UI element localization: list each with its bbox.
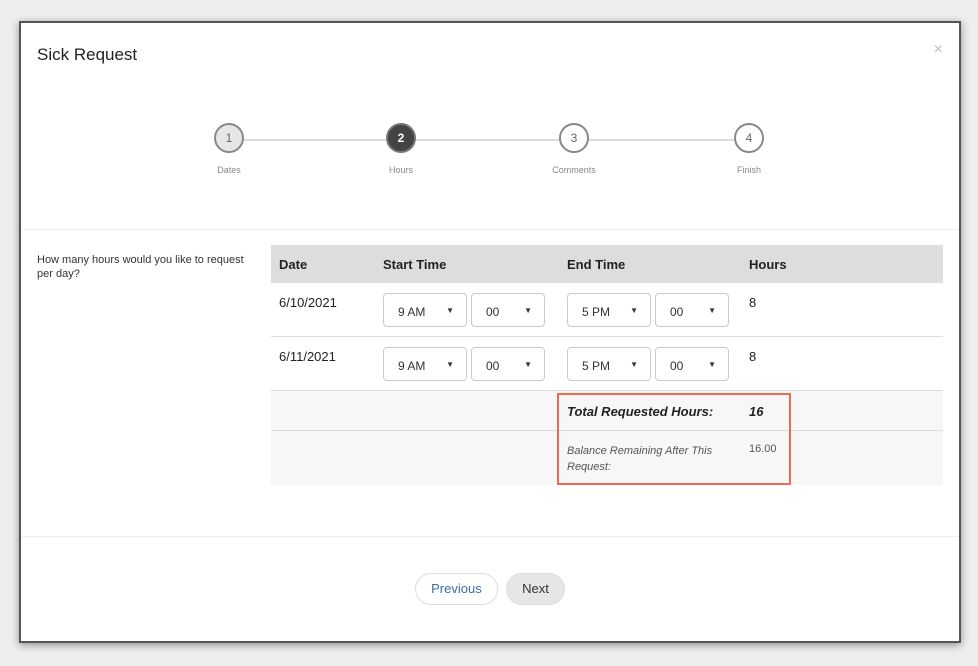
step-number: 3 xyxy=(559,123,589,153)
hours-table: Date Start Time End Time Hours 6/10/2021… xyxy=(271,245,943,485)
caret-down-icon: ▼ xyxy=(708,306,716,315)
header-start-time: Start Time xyxy=(383,257,447,272)
header-date: Date xyxy=(279,257,308,272)
highlight-box xyxy=(557,393,791,485)
end-minute-select[interactable]: 00 ▼ xyxy=(655,347,729,381)
select-value: 00 xyxy=(670,359,684,373)
total-row: Total Requested Hours: 16 xyxy=(271,391,943,431)
total-label: Total Requested Hours: xyxy=(567,404,714,419)
step-label: Hours xyxy=(388,165,413,175)
caret-down-icon: ▼ xyxy=(630,360,638,369)
step-number: 1 xyxy=(214,123,244,153)
stepper: 1 Dates 2 Hours 3 Comments 4 Finish xyxy=(21,123,959,193)
select-value: 00 xyxy=(670,305,684,319)
step-number: 2 xyxy=(386,123,416,153)
step-label: Dates xyxy=(217,165,241,175)
start-minute-select[interactable]: 00 ▼ xyxy=(471,347,545,381)
hours-cell: 8 xyxy=(749,295,757,310)
date-cell: 6/10/2021 xyxy=(279,295,337,310)
select-value: 5 PM xyxy=(582,359,611,373)
step-label: Finish xyxy=(736,165,761,175)
caret-down-icon: ▼ xyxy=(446,306,454,315)
end-hour-select[interactable]: 5 PM ▼ xyxy=(567,293,651,327)
header-end-time: End Time xyxy=(567,257,626,272)
step-dates: 1 Dates xyxy=(189,123,269,175)
caret-down-icon: ▼ xyxy=(524,306,532,315)
table-header: Date Start Time End Time Hours xyxy=(271,245,943,283)
select-value: 00 xyxy=(486,305,500,319)
end-hour-select[interactable]: 5 PM ▼ xyxy=(567,347,651,381)
step-label: Comments xyxy=(552,165,596,175)
select-value: 9 AM xyxy=(398,359,426,373)
select-value: 00 xyxy=(486,359,500,373)
table-row: 6/10/2021 9 AM ▼ 00 ▼ 5 PM ▼ 00 ▼ 8 xyxy=(271,283,943,337)
close-icon[interactable]: × xyxy=(933,41,943,58)
footer-buttons: Previous Next xyxy=(21,573,959,605)
question-text: How many hours would you like to request… xyxy=(37,254,244,280)
table-row: 6/11/2021 9 AM ▼ 00 ▼ 5 PM ▼ 00 ▼ 8 xyxy=(271,337,943,391)
previous-button[interactable]: Previous xyxy=(415,573,498,605)
stepper-line xyxy=(229,139,759,141)
divider xyxy=(21,229,959,230)
modal-title: Sick Request xyxy=(37,45,138,64)
caret-down-icon: ▼ xyxy=(524,360,532,369)
next-button[interactable]: Next xyxy=(506,573,565,605)
start-hour-select[interactable]: 9 AM ▼ xyxy=(383,293,467,327)
caret-down-icon: ▼ xyxy=(630,306,638,315)
caret-down-icon: ▼ xyxy=(708,360,716,369)
total-value: 16 xyxy=(749,404,764,419)
select-value: 9 AM xyxy=(398,305,426,319)
start-hour-select[interactable]: 9 AM ▼ xyxy=(383,347,467,381)
header-hours: Hours xyxy=(749,257,787,272)
step-hours: 2 Hours xyxy=(361,123,441,175)
step-number: 4 xyxy=(734,123,764,153)
end-minute-select[interactable]: 00 ▼ xyxy=(655,293,729,327)
balance-label: Balance Remaining After This Request: xyxy=(567,445,713,473)
date-cell: 6/11/2021 xyxy=(279,349,336,364)
divider xyxy=(21,536,959,537)
select-value: 5 PM xyxy=(582,305,611,319)
hours-cell: 8 xyxy=(749,349,757,364)
start-minute-select[interactable]: 00 ▼ xyxy=(471,293,545,327)
caret-down-icon: ▼ xyxy=(446,360,454,369)
balance-value: 16.00 xyxy=(749,443,777,455)
sick-request-modal: Sick Request × 1 Dates 2 Hours 3 Comment… xyxy=(19,21,961,643)
step-finish: 4 Finish xyxy=(709,123,789,175)
balance-row: Balance Remaining After This Request: 16… xyxy=(271,431,943,485)
step-comments: 3 Comments xyxy=(534,123,614,175)
